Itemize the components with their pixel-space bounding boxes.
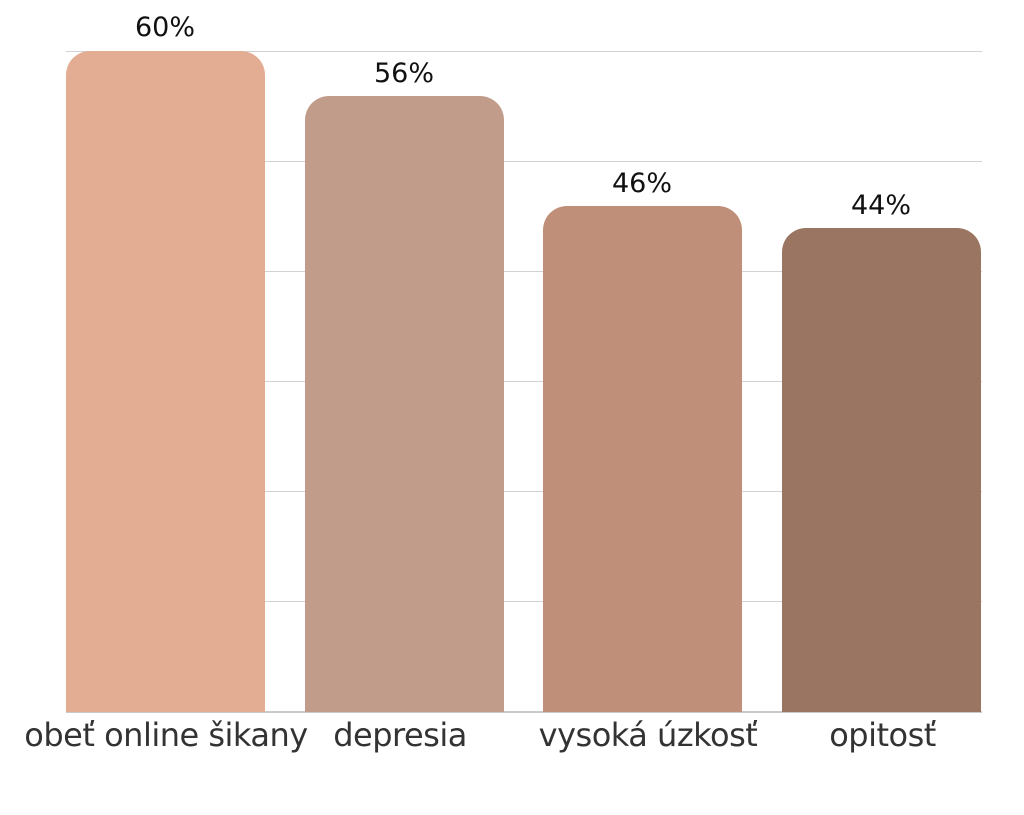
gridline-40: [66, 271, 982, 272]
category-label: vysoká úzkosť: [538, 716, 758, 754]
bar-vysoka-uzkost: [543, 206, 742, 712]
gridline-50: [66, 161, 982, 162]
gridline-60: [66, 51, 982, 52]
gridline-30: [66, 381, 982, 382]
bar-depresia: [305, 96, 504, 712]
value-label: 60%: [134, 12, 195, 43]
bar-opitost: [782, 228, 981, 712]
category-label: opitosť: [829, 716, 936, 754]
value-label: 56%: [373, 58, 434, 89]
value-label: 46%: [611, 168, 672, 199]
value-label: 44%: [850, 190, 911, 221]
x-axis-baseline: [66, 711, 982, 713]
gridline-10: [66, 601, 982, 602]
gridline-20: [66, 491, 982, 492]
bar-obet-online-sikany: [66, 51, 265, 712]
category-label: depresia: [333, 716, 467, 754]
category-label: obeť online šikany: [24, 716, 308, 754]
